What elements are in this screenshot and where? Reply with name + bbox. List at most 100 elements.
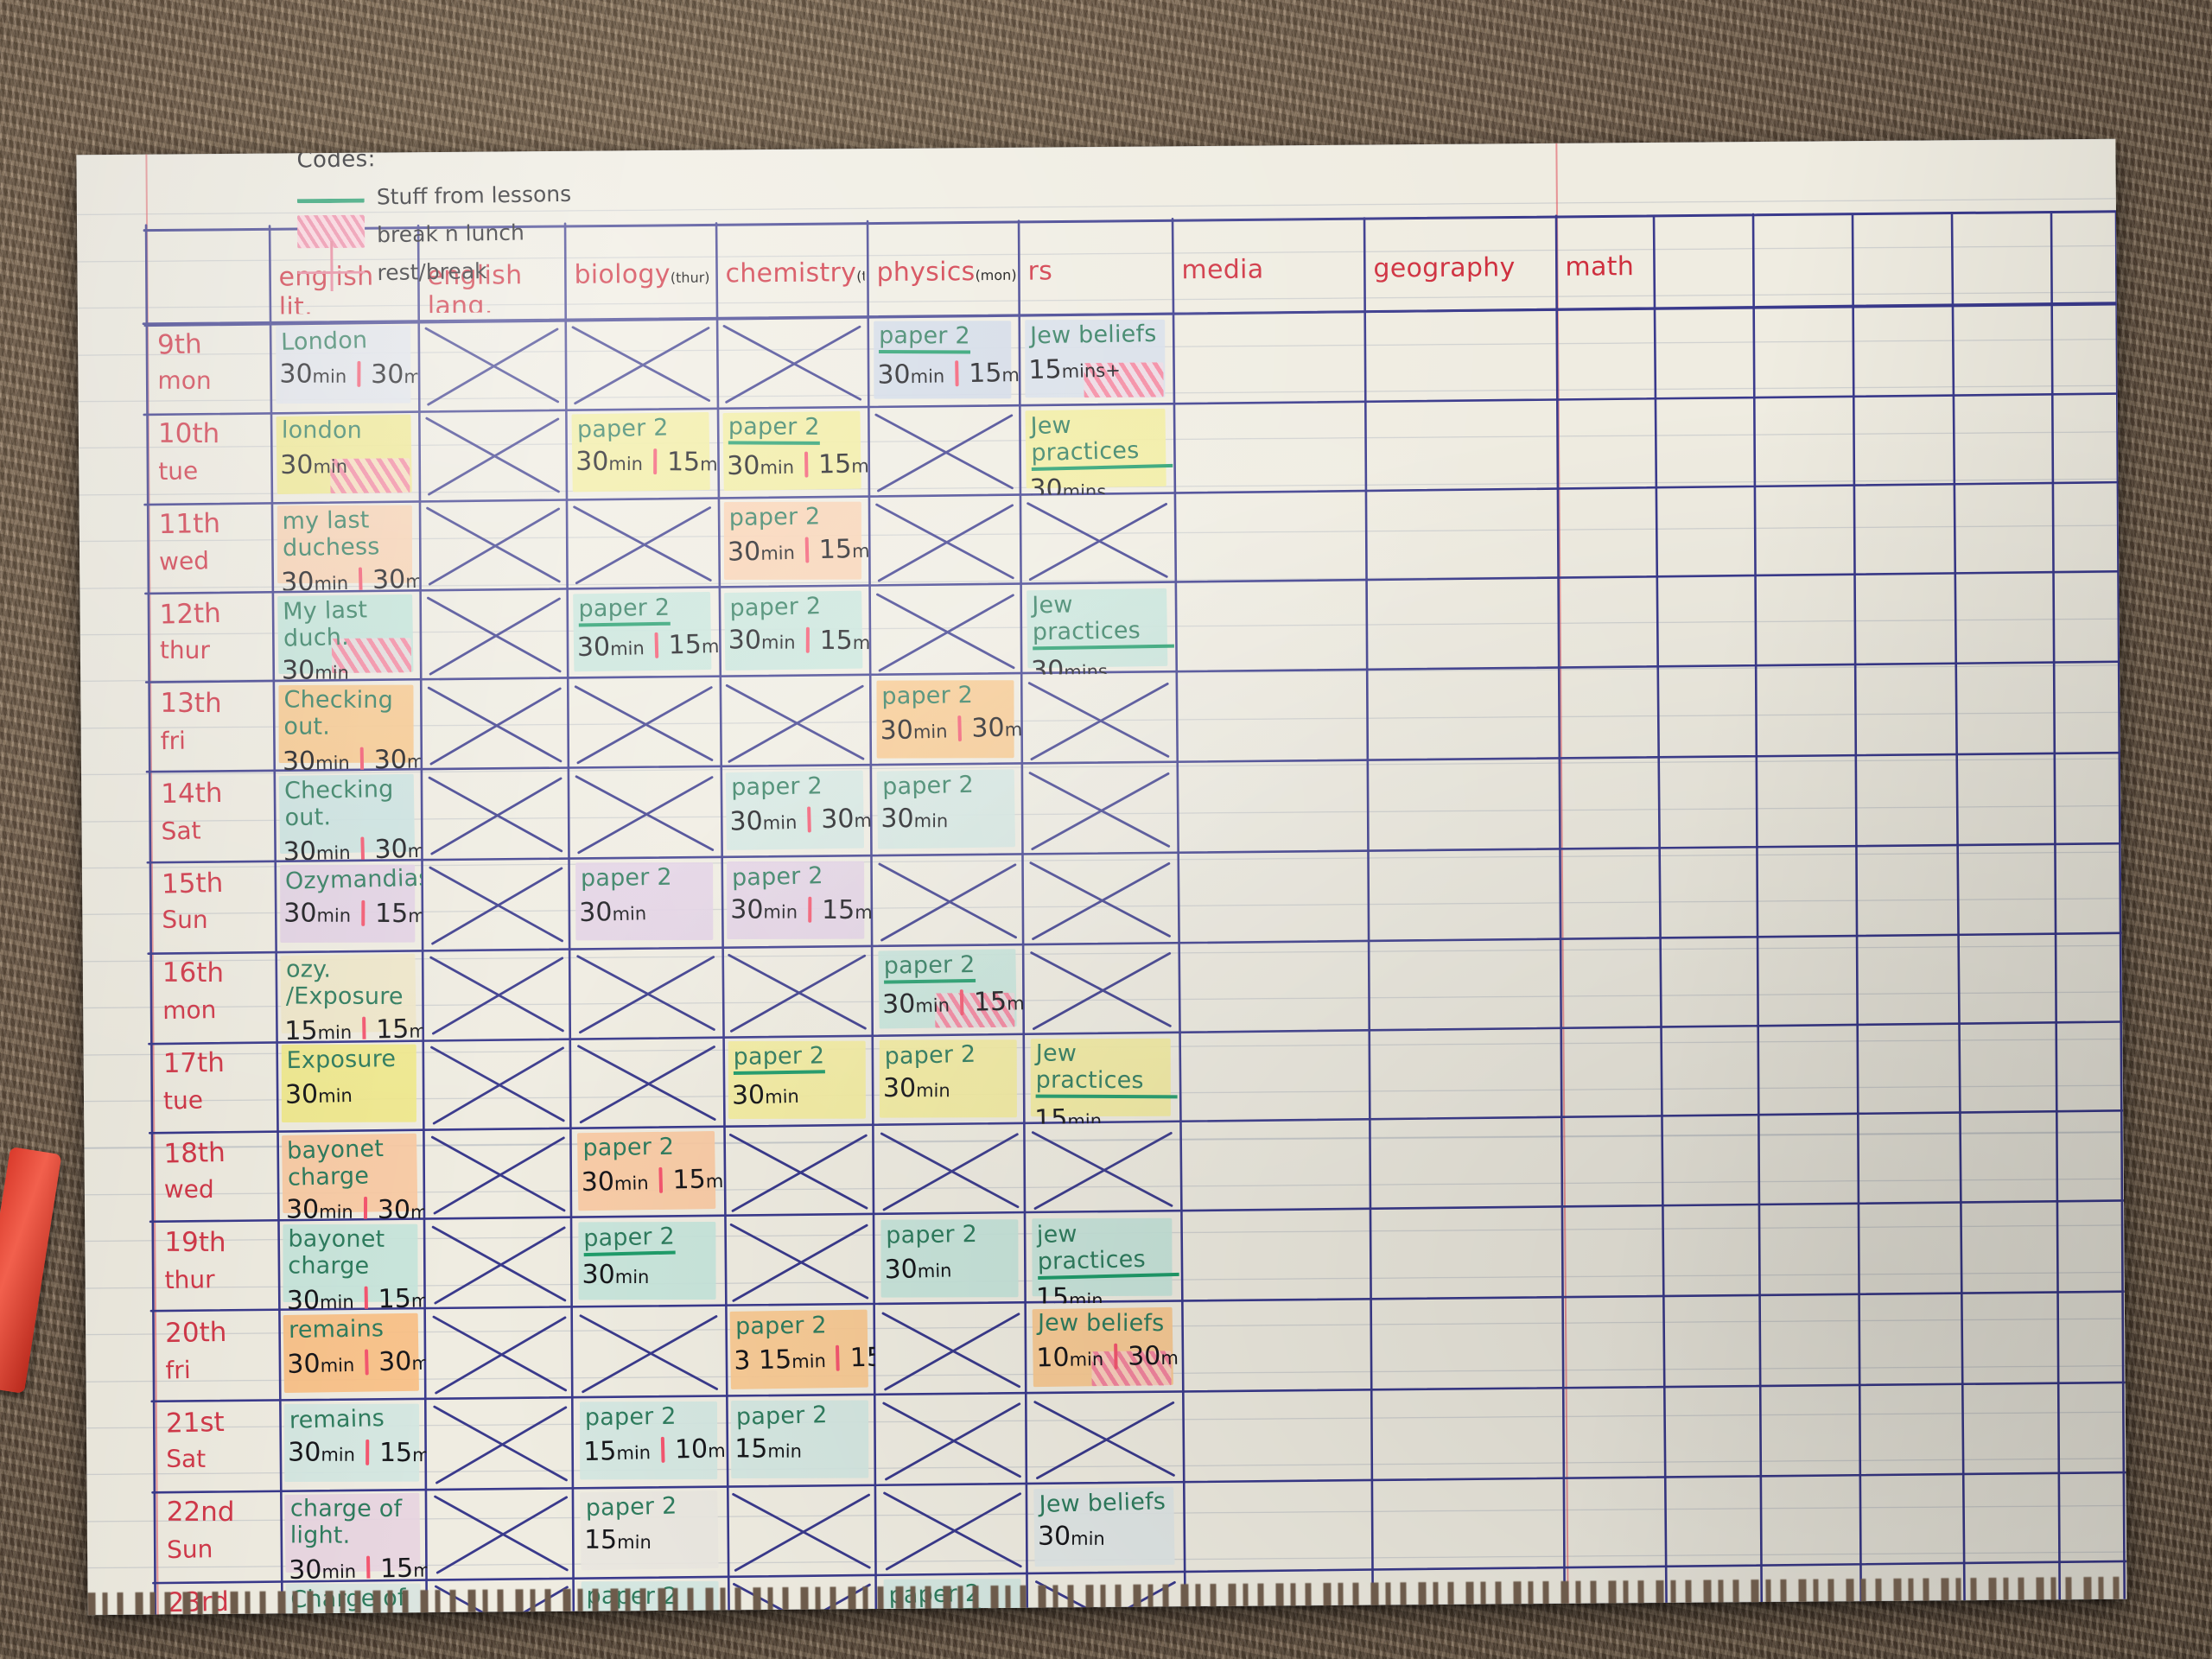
cell-media-row-11th — [1177, 496, 1366, 584]
cell-math-row-18th — [1565, 1122, 1660, 1210]
duration-unit: min — [609, 638, 645, 660]
cell-topic: Exposure — [286, 1046, 397, 1075]
rest-break-marker-icon — [806, 806, 811, 833]
duration-unit: min — [616, 1442, 652, 1465]
crossed-out-icon — [1027, 502, 1168, 582]
legend-stalk-icon — [330, 240, 334, 291]
cell-media-row-14th — [1179, 766, 1368, 854]
cell-biology-row-16th — [573, 950, 721, 1037]
lessons-green-underline-icon: jew practices — [1036, 1217, 1179, 1281]
duration-number: 30 — [286, 1285, 321, 1310]
cell-biology-row-18th: paper 2 30min 15min — [574, 1129, 722, 1217]
duration-unit: min — [700, 454, 717, 475]
duration-unit: min — [413, 1560, 428, 1580]
duration-unit: min — [701, 635, 719, 658]
duration-unit: min — [412, 1445, 427, 1466]
duration-number: 30 — [578, 897, 613, 929]
legend-item-rest-break: rest/break — [297, 251, 572, 291]
crossed-out-icon — [732, 1492, 871, 1572]
duration-number: 30 — [728, 625, 762, 656]
cell-topic: paper 2 — [733, 1041, 873, 1076]
date-cell: 12th thur — [159, 596, 270, 682]
duration-unit: min — [614, 1266, 650, 1288]
duration-unit: min — [1069, 1349, 1104, 1370]
table-cells: english lit. english lang. biology(thur) ch… — [76, 139, 2126, 1616]
date-day: mon — [157, 365, 212, 396]
date-number: 10th — [157, 417, 220, 450]
duration-number: 15 — [1027, 354, 1063, 386]
date-cell: 22nd Sun — [167, 1495, 277, 1580]
crossed-out-icon — [575, 775, 715, 855]
rest-break-marker-icon — [654, 632, 659, 658]
cell-topic: paper 2 — [884, 1040, 976, 1071]
cell-math-row-15th — [1563, 853, 1658, 940]
cell-physics-row-21st — [879, 1397, 1027, 1484]
column-header-physics: physics(mon) — [876, 257, 1015, 309]
cell-topic: paper 2 — [735, 1402, 828, 1431]
rest-break-marker-icon — [357, 360, 361, 387]
cell-duration: 30min 30min — [281, 564, 419, 591]
crossed-out-icon — [722, 325, 862, 404]
cell-duration: 15min — [1036, 1283, 1179, 1304]
cell-topic: paper 2 — [883, 950, 1024, 984]
cell-topic: My last duch. — [282, 596, 368, 652]
duration-unit: min — [406, 751, 421, 771]
cell-chemistry-row-15th: paper 2 30min 15min — [723, 859, 872, 946]
cell-math-row-21st — [1567, 1392, 1662, 1479]
cell-rs-row-21st — [1030, 1395, 1181, 1483]
cell-biology-row-22nd: paper 2 15min — [577, 1489, 726, 1576]
duration-unit: min — [314, 572, 349, 591]
crossed-out-icon — [881, 1312, 1021, 1391]
date-day: Sat — [166, 1444, 207, 1473]
cell-duration: 30min 15min — [877, 358, 1019, 390]
cell-english_lang-row-14th — [424, 772, 569, 859]
crossed-out-icon — [725, 683, 865, 763]
duration-number: 30 — [372, 564, 406, 591]
cell-topic: paper 2 — [582, 1133, 675, 1162]
cell-duration: 30min 30min — [286, 1194, 424, 1220]
cell-topic: paper 2 — [728, 413, 868, 445]
crossed-out-icon — [577, 1045, 716, 1124]
cell-physics-row-14th: paper 2 30min — [874, 768, 1022, 855]
rest-break-marker-icon — [364, 1349, 369, 1376]
crossed-out-icon — [579, 1314, 719, 1394]
cell-english_lit-row-15th: Ozymandias30min15min30min — [276, 862, 423, 950]
lessons-green-underline-icon: paper 2 — [728, 413, 820, 445]
cell-duration: 15mins+ — [1028, 352, 1173, 385]
cell-english_lit-row-9th: London 30min 30min — [272, 323, 418, 410]
duration-number: 30 — [283, 898, 317, 929]
cell-chemistry-row-19th — [726, 1218, 874, 1306]
cell-physics-row-19th: paper 2 30min — [877, 1217, 1026, 1305]
rest-break-marker-icon — [804, 451, 809, 478]
crossed-out-icon — [425, 416, 560, 496]
cell-media-row-20th — [1183, 1305, 1372, 1393]
cell-media-row-22nd — [1185, 1484, 1374, 1573]
duration-unit: min — [612, 903, 647, 925]
cell-duration: 30min 30min — [283, 744, 421, 771]
cell-rs-row-19th: jew practices 15min — [1028, 1216, 1179, 1304]
duration-number: 30 — [1037, 1521, 1071, 1552]
date-day: Sun — [166, 1535, 213, 1565]
date-number: 20th — [164, 1316, 227, 1350]
cell-topic: paper 2 — [576, 414, 669, 444]
cell-rs-row-16th — [1027, 946, 1178, 1033]
cell-topic: Jew beliefs — [1037, 1309, 1165, 1338]
crossed-out-icon — [428, 776, 563, 855]
cell-media-row-10th — [1176, 406, 1365, 494]
date-number: 11th — [158, 507, 221, 541]
duration-number: 30 — [576, 632, 611, 664]
duration-number: 15 — [375, 898, 409, 930]
date-day: fri — [160, 726, 187, 756]
cell-geography-row-16th — [1372, 944, 1561, 1032]
duration-unit: min — [760, 456, 795, 479]
cell-biology-row-17th — [573, 1039, 721, 1127]
cell-english_lit-row-18th: bayonet charge 30min 30min — [278, 1132, 424, 1220]
cell-chemistry-row-14th: paper 2 30min 30min — [722, 769, 871, 856]
cell-english_lit-row-12th: My last duch. 30min — [274, 593, 420, 681]
duration-number: 30 — [727, 536, 761, 568]
crossed-out-icon — [728, 1133, 868, 1212]
cell-english_lang-row-11th — [423, 502, 567, 589]
duration-unit: min — [917, 1260, 952, 1282]
